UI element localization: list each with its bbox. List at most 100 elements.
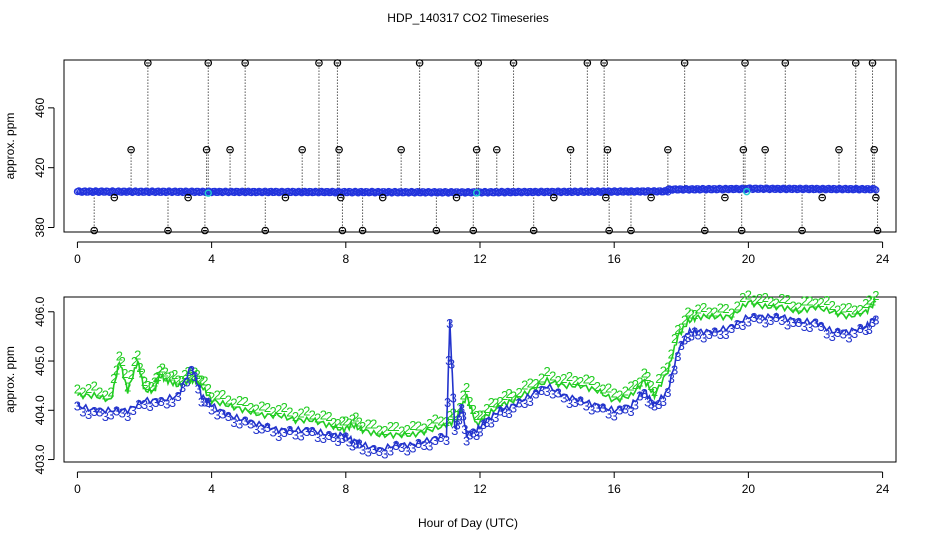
- outlier-point: [315, 59, 323, 67]
- series-marker: 2: [492, 396, 499, 411]
- x-tick-label: 0: [74, 482, 81, 496]
- series-marker: 2: [795, 300, 802, 315]
- series-marker: 3: [571, 395, 578, 410]
- outlier-point: [201, 226, 209, 235]
- outlier-circle: [741, 59, 749, 67]
- series-marker: 3: [616, 403, 623, 418]
- outlier-circle: [201, 226, 209, 235]
- series-marker: 2: [356, 415, 363, 430]
- series-marker: 3: [862, 323, 869, 338]
- series-marker: 3: [432, 433, 439, 448]
- series-marker: 2: [247, 400, 254, 415]
- outlier-circle: [397, 145, 405, 154]
- outlier-point: [529, 226, 538, 235]
- bottom-panel: 0 4 8 12 16 20 24 403.0 404.0 405.0 406.0 approx. p…: [3, 288, 897, 496]
- outlier-point: [818, 193, 826, 202]
- outlier-circle: [600, 59, 608, 67]
- series-marker: 3: [309, 424, 316, 439]
- outlier-circle: [870, 145, 878, 154]
- series-marker: 3: [501, 405, 508, 420]
- outlier-circle: [90, 226, 98, 235]
- series-marker: 3: [767, 313, 774, 328]
- series-marker: 2: [644, 369, 651, 384]
- outlier-circle: [583, 59, 592, 67]
- outlier-point: [397, 145, 405, 154]
- outlier-circle: [110, 193, 119, 202]
- outlier-point: [550, 193, 558, 202]
- outlier-point: [761, 145, 769, 154]
- outlier-circle: [781, 59, 790, 67]
- outlier-point: [680, 59, 689, 67]
- series-marker: 2: [510, 389, 517, 404]
- series-marker: 2: [778, 291, 785, 306]
- series-marker: 2: [381, 423, 388, 438]
- series-marker: 3: [163, 397, 170, 412]
- series-marker: 3: [236, 416, 243, 431]
- series-marker: 2: [178, 373, 185, 388]
- series-marker: 2: [153, 370, 160, 385]
- x-tick-label: 20: [742, 482, 756, 496]
- series-marker: 2: [230, 396, 237, 411]
- series-marker: 2: [599, 381, 606, 396]
- series-marker: 3: [688, 328, 695, 343]
- series-marker: 2: [480, 407, 487, 422]
- series-marker: 3: [286, 423, 293, 438]
- outlier-circle: [474, 59, 483, 67]
- outlier-circle: [873, 226, 882, 235]
- series-marker: 2: [116, 349, 123, 364]
- series-marker: 3: [183, 375, 190, 390]
- series-marker: 2: [387, 419, 394, 434]
- series-marker: 3: [258, 422, 265, 437]
- series-marker: 2: [817, 295, 824, 310]
- series-marker: 3: [460, 408, 467, 423]
- series-marker: 2: [159, 361, 166, 376]
- series-marker: 3: [515, 395, 522, 410]
- x-tick-label: 16: [608, 482, 622, 496]
- series-marker: 2: [834, 302, 841, 317]
- outlier-circle: [647, 193, 655, 202]
- series-marker: 3: [466, 428, 473, 443]
- series-marker: 2: [342, 413, 349, 428]
- series-marker: 3: [496, 403, 503, 418]
- x-tick-label: 12: [473, 252, 487, 266]
- plot-frame: [63, 59, 897, 233]
- series-marker: 2: [470, 402, 477, 417]
- series-marker: 3: [605, 406, 612, 421]
- series-marker: 3: [473, 428, 480, 443]
- series-marker: 2: [674, 322, 681, 337]
- outlier-circle: [241, 59, 249, 67]
- series-marker: 2: [501, 388, 508, 403]
- y-tick-label: 380: [33, 217, 47, 237]
- data-point: [872, 186, 880, 194]
- outlier-circle: [550, 193, 558, 202]
- series-marker: 2: [141, 374, 148, 389]
- series-marker: 3: [668, 371, 675, 386]
- series-marker: 3: [275, 429, 282, 444]
- outlier-circle: [261, 226, 270, 235]
- y-axis-label: approx. ppm: [3, 346, 17, 413]
- series-marker: 2: [641, 366, 648, 381]
- series-marker: 3: [706, 327, 713, 342]
- series-marker: 3: [470, 425, 477, 440]
- series-marker: 2: [784, 292, 791, 307]
- series-marker: 2: [275, 402, 282, 417]
- series-marker: 3: [622, 401, 629, 416]
- outlier-circle: [798, 226, 806, 235]
- outlier-point: [627, 226, 635, 235]
- series-marker: 2: [189, 369, 196, 384]
- outlier-point: [664, 145, 672, 154]
- shared-x-axis-label: Hour of Day (UTC): [418, 516, 518, 530]
- series-marker: 2: [527, 375, 534, 390]
- series-marker: 2: [684, 305, 691, 320]
- series-marker: 2: [124, 380, 131, 395]
- series-marker: 2: [432, 411, 439, 426]
- series-marker: 2: [728, 305, 735, 320]
- outlier-point: [873, 226, 882, 235]
- series-marker: 3: [480, 417, 487, 432]
- series-marker: 3: [627, 404, 634, 419]
- series-marker: 2: [688, 307, 695, 322]
- series-marker: 2: [148, 379, 155, 394]
- series-marker: 3: [359, 442, 366, 457]
- series-marker: 2: [91, 379, 98, 394]
- x-tick-label: 20: [742, 252, 756, 266]
